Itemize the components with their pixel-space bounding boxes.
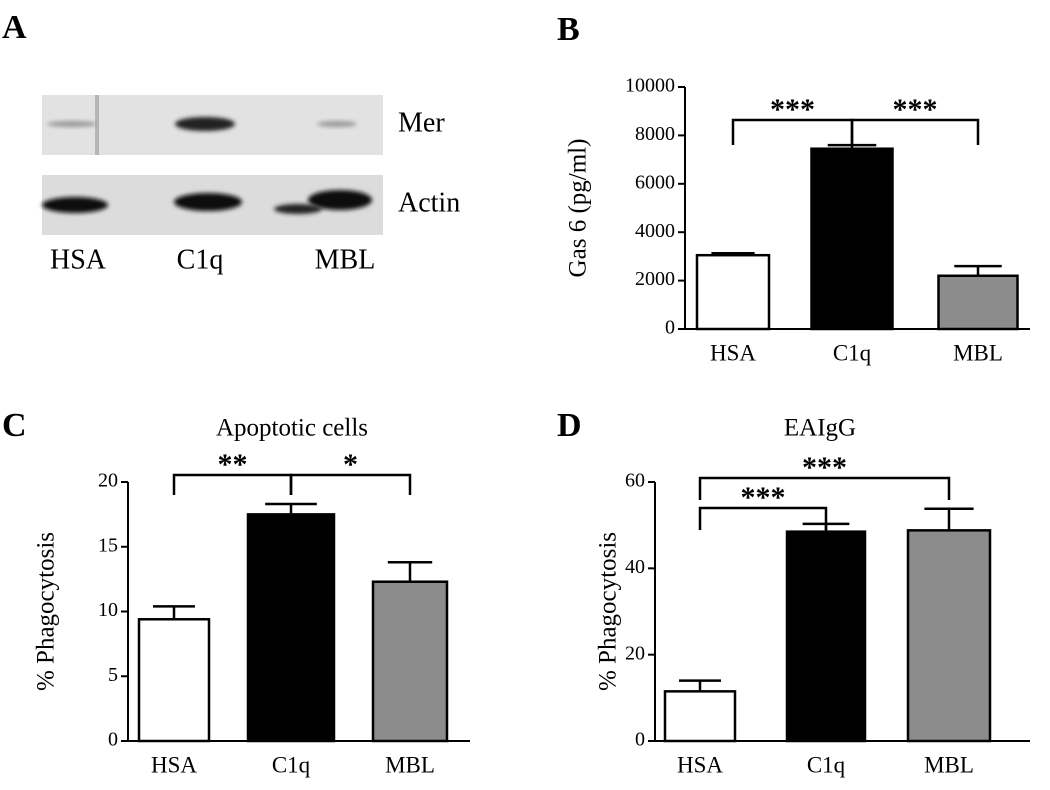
x-tick-label: MBL: [385, 752, 435, 777]
x-tick-label: HSA: [710, 340, 756, 365]
band-label: Actin: [398, 187, 460, 218]
y-axis-label: % Phagocytosis: [595, 532, 622, 691]
significance-label: ***: [741, 481, 786, 514]
significance-bracket: [850, 118, 980, 145]
y-tick-label: 0: [108, 729, 118, 751]
blot-band: [47, 121, 97, 127]
bar: [246, 513, 336, 743]
y-tick-label: 8000: [635, 123, 675, 145]
bar: [937, 274, 1019, 331]
bar: [663, 690, 737, 743]
blot-band: [274, 204, 322, 214]
y-axis-label: % Phagocytosis: [33, 532, 60, 691]
y-tick-label: 6000: [635, 171, 675, 193]
x-tick-label: MBL: [924, 752, 974, 777]
x-tick-label: C1q: [807, 752, 846, 777]
significance-label: **: [218, 448, 248, 481]
bar: [695, 253, 771, 331]
blot-band: [317, 121, 357, 127]
y-tick-label: 20: [98, 470, 118, 492]
bar: [810, 147, 894, 331]
x-tick-label: MBL: [953, 340, 1003, 365]
y-tick-label: 60: [625, 470, 645, 492]
panel-label: C: [2, 407, 27, 444]
panel-label: B: [557, 11, 580, 48]
bar: [137, 618, 211, 743]
blot-artifact: [95, 95, 99, 155]
y-tick-label: 2000: [635, 268, 675, 290]
panel-label: A: [2, 9, 27, 46]
bar: [785, 530, 867, 743]
lane-label: MBL: [315, 244, 376, 275]
blot-band: [42, 197, 108, 213]
x-tick-label: C1q: [272, 752, 311, 777]
significance-bracket: [698, 506, 828, 530]
y-tick-label: 10000: [625, 75, 675, 97]
blot-images: [42, 95, 383, 235]
x-tick-label: C1q: [833, 340, 872, 365]
significance-label: ***: [770, 93, 815, 126]
y-tick-label: 20: [625, 642, 645, 664]
y-tick-label: 10: [98, 599, 118, 621]
y-tick-label: 15: [98, 534, 118, 556]
y-axis-label: Gas 6 (pg/ml): [565, 139, 592, 278]
x-tick-label: HSA: [151, 752, 197, 777]
lane-label: C1q: [177, 244, 224, 275]
bar: [371, 580, 449, 743]
significance-label: *: [343, 448, 358, 481]
significance-bracket: [698, 476, 951, 500]
significance-bracket: [289, 473, 412, 495]
chart-title: Apoptotic cells: [216, 415, 368, 442]
blot-band: [174, 193, 242, 211]
band-label: Mer: [398, 107, 445, 138]
significance-label: ***: [802, 451, 847, 484]
panel-label: D: [557, 407, 582, 444]
bar: [906, 529, 992, 743]
chart-title: EAIgG: [784, 415, 856, 442]
blot-band: [308, 190, 372, 210]
significance-label: ***: [893, 93, 938, 126]
x-tick-label: HSA: [677, 752, 723, 777]
y-tick-label: 0: [665, 317, 675, 339]
y-tick-label: 5: [108, 664, 118, 686]
y-tick-label: 0: [635, 729, 645, 751]
lane-label: HSA: [50, 244, 107, 275]
y-tick-label: 40: [625, 556, 645, 578]
blot-band: [175, 117, 235, 131]
y-tick-label: 4000: [635, 220, 675, 242]
